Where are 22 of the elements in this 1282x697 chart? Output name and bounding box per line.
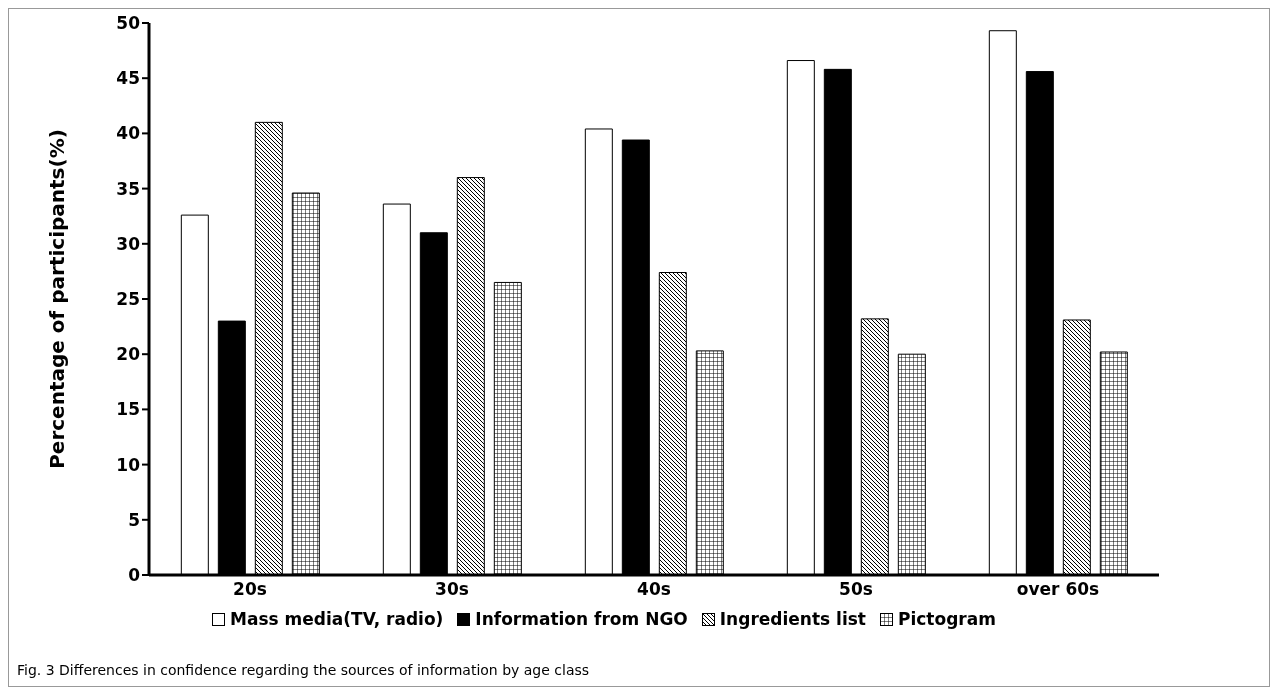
x-tick-label: 40s — [637, 579, 671, 600]
y-tick-label: 40 — [116, 123, 141, 144]
caption: Fig. 3 Differences in confidence regarding the sources of information by age class — [17, 662, 590, 678]
y-tick-label: 10 — [116, 454, 141, 475]
legend-label: Information from NGO — [475, 609, 688, 629]
x-tick-label: 20s — [233, 579, 267, 600]
y-tick-label: 50 — [116, 13, 141, 34]
y-tick-label: 30 — [116, 233, 141, 254]
x-tick-label: 30s — [435, 579, 469, 600]
x-tick-label: over 60s — [1016, 579, 1100, 600]
legend-label: Pictogram — [898, 609, 996, 629]
y-tick-label: 25 — [116, 289, 140, 310]
y-tick-label: 35 — [116, 178, 140, 199]
legend-label: Ingredients list — [719, 609, 866, 629]
y-tick-label: 0 — [128, 565, 141, 586]
y-tick-label: 20 — [116, 344, 141, 365]
y-tick-label: 45 — [116, 68, 140, 89]
y-axis-title: Percentage of participants(%) — [45, 129, 70, 469]
y-tick-label: 5 — [128, 509, 140, 530]
y-tick-label: 15 — [116, 399, 140, 420]
x-tick-label: 50s — [839, 579, 873, 600]
legend-label: Mass media(TV, radio) — [230, 609, 444, 629]
